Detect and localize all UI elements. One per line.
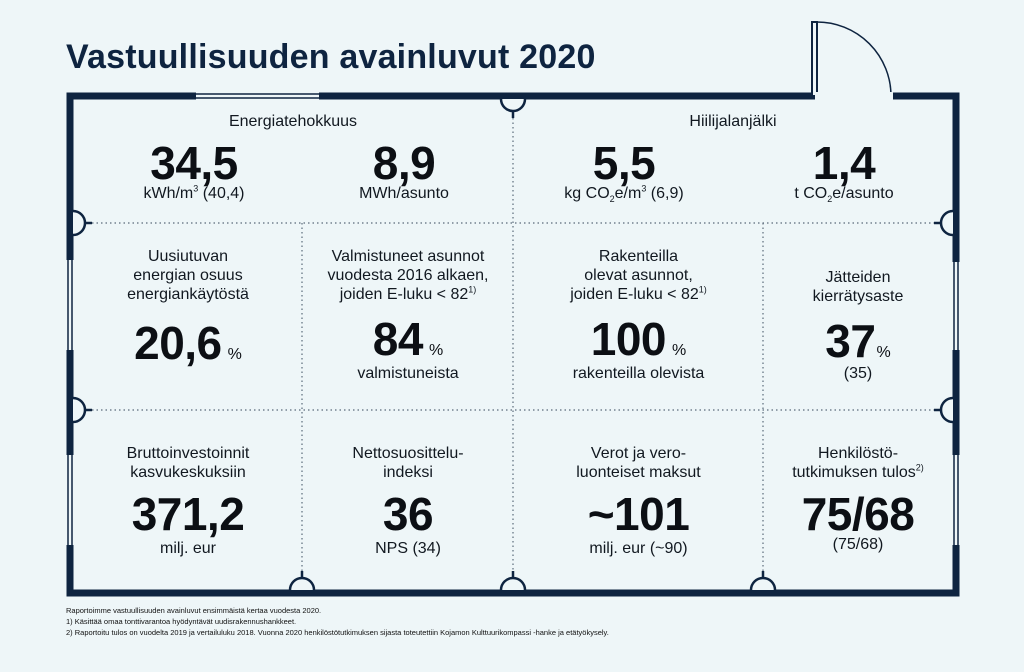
survey-heading: Henkilöstö- tutkimuksen tulos2) [792, 445, 924, 481]
energy-section: Energiatehokkuus 34,5 kWh/m3 (40,4) 8,9 … [74, 100, 512, 222]
window-left-2 [66, 455, 74, 545]
construction-value: 100% [590, 313, 687, 365]
investments-cell: Bruttoinvestoinnit kasvukeskuksiin 371,2… [74, 411, 302, 589]
outlet-ticks [84, 110, 942, 579]
completed-value: 84% [372, 313, 444, 365]
completed-cell: Valmistuneet asunnot vuodesta 2016 alkae… [303, 224, 513, 409]
construction-sub: rakenteilla olevista [572, 365, 705, 382]
carbon-t-value: 1,4 [812, 137, 876, 189]
recycling-cell: Jätteiden kierrätysaste 37% (35) [764, 224, 952, 409]
nps-heading: Nettosuosittelu- indeksi [352, 445, 464, 481]
nps-cell: Nettosuosittelu- indeksi 36 NPS (34) [303, 411, 513, 589]
door [811, 21, 892, 97]
carbon-t-unit: t CO2e/asunto [794, 185, 894, 205]
footnote-1: 1) Käsittää omaa tonttivarantoa hyödyntä… [66, 617, 297, 626]
recycling-value: 37% [825, 315, 891, 367]
completed-heading: Valmistuneet asunnot vuodesta 2016 alkae… [327, 248, 489, 303]
nps-value: 36 [382, 488, 434, 540]
construction-cell: Rakenteilla olevat asunnot, joiden E-luk… [514, 224, 763, 409]
survey-value: 75/68 [801, 488, 915, 540]
taxes-value: ~101 [587, 488, 690, 540]
energy-kwh-value: 34,5 [150, 137, 238, 189]
renewable-cell: Uusiutuvan energian osuus energiankäytös… [74, 224, 302, 409]
taxes-heading: Verot ja vero- luonteiset maksut [576, 445, 701, 481]
footnote-intro: Raportoimme vastuullisuuden avainluvut e… [66, 606, 322, 615]
construction-heading: Rakenteilla olevat asunnot, joiden E-luk… [570, 248, 707, 303]
recycling-sub: (35) [843, 365, 873, 382]
energy-mwh-unit: MWh/asunto [359, 185, 449, 202]
page-title: Vastuullisuuden avainluvut 2020 [66, 38, 596, 76]
survey-sub: (75/68) [832, 536, 884, 553]
taxes-sub: milj. eur (~90) [589, 540, 688, 557]
footnotes: Raportoimme vastuullisuuden avainluvut e… [66, 605, 609, 638]
investments-value: 371,2 [131, 488, 245, 540]
carbon-t-metric: 1,4 t CO2e/asunto [739, 140, 949, 210]
energy-kwh-metric: 34,5 kWh/m3 (40,4) [94, 140, 294, 210]
energy-heading: Energiatehokkuus [228, 113, 358, 130]
window-top [196, 92, 319, 100]
carbon-kg-metric: 5,5 kg CO2e/m3 (6,9) [519, 140, 729, 210]
recycling-heading: Jätteiden kierrätysaste [812, 269, 904, 305]
nps-sub: NPS (34) [375, 540, 441, 557]
energy-mwh-metric: 8,9 MWh/asunto [304, 140, 504, 210]
investments-heading: Bruttoinvestoinnit kasvukeskuksiin [126, 445, 250, 481]
investments-sub: milj. eur [159, 540, 216, 557]
carbon-section: Hiilijalanjälki 5,5 kg CO2e/m3 (6,9) 1,4… [514, 100, 952, 222]
window-left-1 [66, 260, 74, 350]
energy-mwh-value: 8,9 [372, 137, 436, 189]
completed-sub: valmistuneista [357, 365, 459, 382]
energy-kwh-unit: kWh/m3 (40,4) [143, 183, 245, 202]
survey-cell: Henkilöstö- tutkimuksen tulos2) 75/68 (7… [764, 411, 952, 589]
window-right-1 [952, 262, 960, 350]
interior-grid [74, 100, 952, 590]
renewable-value: 20,6% [134, 317, 242, 369]
carbon-heading: Hiilijalanjälki [689, 113, 777, 130]
carbon-kg-value: 5,5 [592, 137, 656, 189]
window-right-2 [952, 455, 960, 545]
taxes-cell: Verot ja vero- luonteiset maksut ~101 mi… [514, 411, 763, 589]
outlets [72, 98, 954, 591]
renewable-heading: Uusiutuvan energian osuus energiankäytös… [127, 248, 249, 303]
footnote-2: 2) Raportoitu tulos on vuodelta 2019 ja … [66, 628, 609, 637]
carbon-kg-unit: kg CO2e/m3 (6,9) [564, 183, 684, 205]
